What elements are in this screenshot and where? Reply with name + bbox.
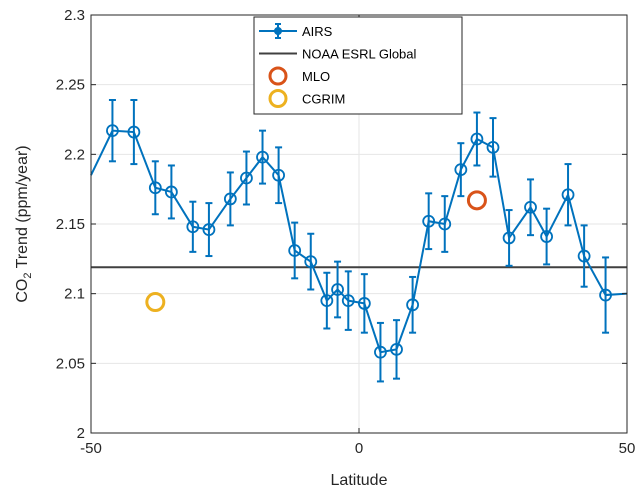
- data-point-airs: [240, 171, 253, 185]
- x-axis-label: Latitude: [331, 472, 388, 489]
- data-point-airs: [341, 294, 355, 308]
- data-point-airs: [524, 200, 537, 214]
- data-point-airs: [599, 288, 612, 302]
- y-tick-label: 2.1: [64, 286, 85, 303]
- data-point-mlo: [466, 190, 487, 211]
- y-tick-label: 2.05: [56, 355, 85, 372]
- data-point-airs: [223, 192, 237, 206]
- data-point-airs: [454, 163, 468, 177]
- data-point-airs: [288, 244, 302, 257]
- data-point-airs: [127, 125, 141, 139]
- data-point-airs: [577, 249, 591, 263]
- legend-swatch-mlo: [268, 66, 288, 86]
- x-tick-label: -50: [80, 440, 102, 457]
- data-point-airs: [540, 230, 553, 243]
- data-point-airs: [374, 345, 387, 359]
- points-layer: [145, 190, 487, 313]
- data-point-airs: [164, 185, 178, 199]
- y-axis-label-rest: Trend (ppm/year): [14, 145, 31, 272]
- data-point-airs: [272, 168, 286, 182]
- x-tick-label: 0: [355, 440, 363, 457]
- y-axis-label: CO2 Trend (ppm/year): [14, 145, 34, 302]
- y-axis-label-subscript: 2: [22, 273, 34, 279]
- data-point-airs: [406, 298, 420, 312]
- data-point-airs: [357, 297, 371, 310]
- legend-items: AIRS NOAA ESRL Global MLO CGRIM: [259, 23, 417, 108]
- legend-label: NOAA ESRL Global: [302, 47, 417, 62]
- data-point-airs: [422, 214, 436, 228]
- y-tick-label: 2.3: [64, 7, 85, 24]
- data-point-airs: [186, 220, 200, 234]
- y-tick-label: 2.2: [64, 146, 85, 163]
- y-axis-label-main: CO: [14, 279, 31, 303]
- legend-swatch-airs-marker: [274, 27, 282, 35]
- y-tick-label: 2.25: [56, 77, 85, 94]
- data-point-airs: [148, 181, 162, 195]
- data-point-airs: [390, 342, 403, 356]
- data-point-cgrim: [145, 292, 166, 313]
- data-point-airs: [256, 150, 269, 164]
- data-point-airs: [331, 283, 344, 296]
- legend: AIRS NOAA ESRL Global MLO CGRIM: [253, 16, 463, 115]
- data-point-airs: [202, 223, 216, 236]
- data-point-airs: [106, 124, 119, 138]
- data-point-airs: [486, 140, 500, 154]
- legend-swatch-cgrim: [268, 89, 288, 108]
- data-point-airs: [561, 188, 575, 202]
- data-point-airs: [304, 255, 318, 269]
- legend-label: AIRS: [302, 24, 333, 39]
- legend-box: [253, 16, 463, 115]
- data-point-airs: [438, 217, 452, 231]
- y-tick-label: 2: [77, 425, 85, 442]
- legend-label: MLO: [302, 69, 330, 84]
- x-tick-label: 50: [619, 440, 636, 457]
- y-tick-label: 2.15: [56, 216, 85, 233]
- data-point-airs: [470, 132, 484, 146]
- legend-label: CGRIM: [302, 92, 345, 107]
- data-point-airs: [502, 231, 516, 245]
- series-layer: [90, 98, 628, 383]
- data-point-airs: [320, 294, 334, 308]
